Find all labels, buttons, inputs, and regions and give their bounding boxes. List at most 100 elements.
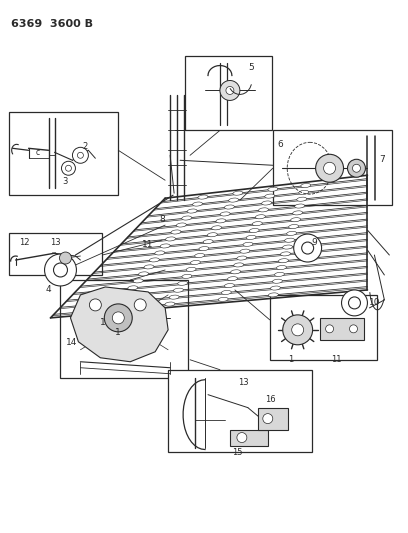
- Ellipse shape: [186, 268, 196, 271]
- Text: 14: 14: [65, 338, 77, 347]
- Circle shape: [326, 325, 334, 333]
- Text: 13: 13: [51, 238, 61, 247]
- Text: 6: 6: [278, 140, 284, 149]
- Bar: [319, 318, 364, 340]
- Ellipse shape: [273, 279, 282, 283]
- Circle shape: [348, 297, 360, 309]
- Ellipse shape: [171, 230, 181, 234]
- Text: 12: 12: [19, 238, 29, 247]
- Ellipse shape: [112, 307, 122, 311]
- Ellipse shape: [222, 290, 231, 295]
- Ellipse shape: [176, 223, 186, 227]
- Bar: [168, 370, 312, 451]
- Ellipse shape: [293, 211, 303, 215]
- Ellipse shape: [290, 217, 301, 222]
- Ellipse shape: [117, 300, 127, 304]
- Ellipse shape: [128, 286, 138, 290]
- Text: 15: 15: [232, 448, 242, 457]
- Bar: [273, 131, 392, 205]
- Ellipse shape: [191, 261, 200, 264]
- Text: 11: 11: [142, 240, 154, 249]
- Ellipse shape: [265, 194, 275, 198]
- Ellipse shape: [212, 226, 222, 230]
- Text: 9: 9: [312, 238, 317, 247]
- Ellipse shape: [253, 222, 262, 225]
- Ellipse shape: [231, 270, 241, 274]
- Ellipse shape: [277, 265, 286, 270]
- Text: 11: 11: [332, 355, 342, 364]
- Ellipse shape: [177, 281, 188, 285]
- Text: 4: 4: [46, 285, 51, 294]
- Ellipse shape: [283, 245, 293, 249]
- Text: c: c: [35, 148, 40, 157]
- Ellipse shape: [234, 263, 244, 267]
- Bar: [270, 295, 377, 360]
- Circle shape: [62, 161, 75, 175]
- Ellipse shape: [233, 191, 243, 195]
- Ellipse shape: [243, 242, 253, 246]
- Circle shape: [53, 263, 67, 277]
- Circle shape: [353, 164, 360, 172]
- Ellipse shape: [220, 212, 230, 216]
- Circle shape: [78, 152, 83, 158]
- Circle shape: [134, 299, 146, 311]
- Text: 3: 3: [62, 177, 68, 186]
- Text: 16: 16: [265, 394, 275, 403]
- Bar: [258, 408, 288, 430]
- Text: 10: 10: [369, 298, 381, 307]
- Ellipse shape: [228, 277, 237, 281]
- Ellipse shape: [224, 205, 234, 209]
- Ellipse shape: [193, 202, 202, 206]
- Bar: [9, 233, 102, 275]
- Circle shape: [89, 299, 101, 311]
- Circle shape: [324, 162, 335, 174]
- Circle shape: [348, 159, 366, 177]
- Circle shape: [302, 242, 314, 254]
- Circle shape: [292, 324, 304, 336]
- Ellipse shape: [195, 254, 204, 257]
- Text: 1: 1: [115, 328, 121, 337]
- Circle shape: [226, 86, 234, 94]
- Ellipse shape: [228, 198, 239, 202]
- Ellipse shape: [295, 204, 305, 208]
- Ellipse shape: [262, 201, 272, 205]
- Circle shape: [263, 414, 273, 424]
- Bar: [60, 280, 188, 378]
- Circle shape: [112, 312, 124, 324]
- Ellipse shape: [224, 284, 234, 288]
- Ellipse shape: [122, 293, 132, 297]
- Text: 7: 7: [379, 155, 385, 164]
- Ellipse shape: [288, 224, 299, 229]
- Text: 6369  3600 B: 6369 3600 B: [11, 19, 93, 29]
- Ellipse shape: [237, 256, 247, 260]
- Ellipse shape: [249, 229, 259, 232]
- Circle shape: [341, 290, 368, 316]
- Ellipse shape: [246, 236, 256, 239]
- Ellipse shape: [259, 208, 268, 212]
- Ellipse shape: [166, 237, 175, 241]
- Ellipse shape: [139, 272, 149, 276]
- Circle shape: [237, 433, 247, 442]
- Bar: [185, 55, 272, 131]
- Circle shape: [104, 304, 132, 332]
- Bar: [9, 112, 118, 195]
- Ellipse shape: [199, 247, 209, 251]
- Ellipse shape: [299, 190, 309, 195]
- Ellipse shape: [216, 219, 226, 223]
- Circle shape: [294, 234, 322, 262]
- Ellipse shape: [155, 251, 165, 255]
- Ellipse shape: [240, 249, 250, 253]
- Circle shape: [73, 147, 89, 163]
- Ellipse shape: [285, 238, 295, 243]
- Circle shape: [44, 254, 76, 286]
- Ellipse shape: [149, 258, 159, 262]
- Ellipse shape: [144, 265, 154, 269]
- Text: 13: 13: [238, 378, 248, 387]
- Ellipse shape: [279, 259, 288, 263]
- Ellipse shape: [281, 252, 290, 256]
- Ellipse shape: [268, 293, 278, 297]
- Ellipse shape: [301, 183, 311, 188]
- Ellipse shape: [271, 286, 280, 290]
- Ellipse shape: [198, 195, 208, 199]
- Ellipse shape: [169, 295, 179, 299]
